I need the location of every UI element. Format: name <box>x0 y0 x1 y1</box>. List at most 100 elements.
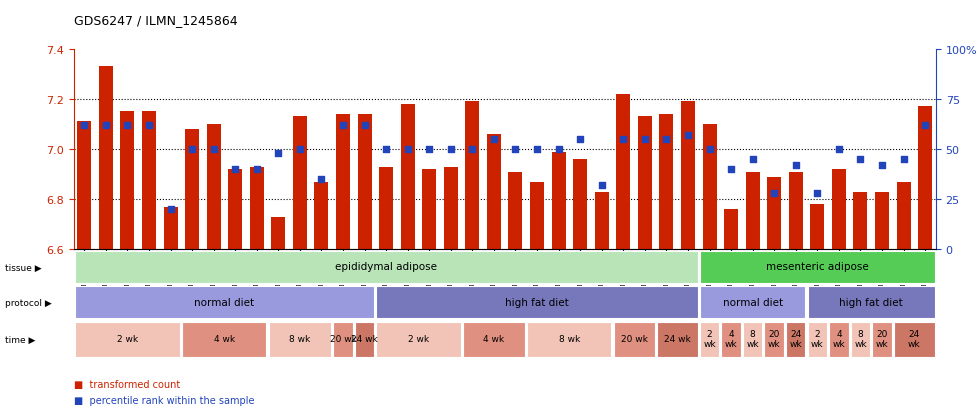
Bar <box>422 170 436 250</box>
Point <box>98 122 114 129</box>
Text: ■  transformed count: ■ transformed count <box>74 379 179 389</box>
Point <box>400 147 416 153</box>
Text: 2
wk: 2 wk <box>811 329 823 349</box>
Text: mesenteric adipose: mesenteric adipose <box>766 262 868 272</box>
Bar <box>875 192 889 250</box>
Bar <box>872 322 892 357</box>
Bar <box>509 172 522 250</box>
Point <box>508 147 523 153</box>
Bar <box>613 322 655 357</box>
Bar <box>616 95 630 250</box>
Bar <box>182 322 267 357</box>
Bar <box>552 152 565 250</box>
Text: 4 wk: 4 wk <box>483 335 505 343</box>
Text: normal diet: normal diet <box>722 297 783 307</box>
Point <box>76 122 92 129</box>
Text: 20
wk: 20 wk <box>876 329 888 349</box>
Point <box>874 162 890 169</box>
Point <box>465 147 480 153</box>
Text: normal diet: normal diet <box>194 297 255 307</box>
Point <box>314 176 329 183</box>
Text: 24 wk: 24 wk <box>663 335 691 343</box>
Text: 20
wk: 20 wk <box>768 329 780 349</box>
Point <box>809 190 825 197</box>
Bar <box>700 287 806 318</box>
Text: GDS6247 / ILMN_1245864: GDS6247 / ILMN_1245864 <box>74 14 237 27</box>
Text: ■  percentile rank within the sample: ■ percentile rank within the sample <box>74 395 254 405</box>
Point <box>853 157 868 163</box>
Point <box>659 136 674 143</box>
Bar <box>786 322 806 357</box>
Text: 24 wk: 24 wk <box>351 335 378 343</box>
Bar <box>764 322 784 357</box>
Text: 24
wk: 24 wk <box>908 329 920 349</box>
Bar <box>527 322 612 357</box>
Bar <box>897 182 910 250</box>
Point <box>745 157 760 163</box>
Point <box>702 147 717 153</box>
Bar <box>808 287 935 318</box>
Bar <box>401 104 415 250</box>
Bar <box>444 167 458 250</box>
Text: 8 wk: 8 wk <box>559 335 580 343</box>
Point <box>551 147 566 153</box>
Point <box>163 206 178 213</box>
Text: 4
wk: 4 wk <box>833 329 845 349</box>
Bar <box>269 322 331 357</box>
Text: 4 wk: 4 wk <box>214 335 235 343</box>
Bar <box>99 67 113 250</box>
Bar <box>724 210 738 250</box>
Bar <box>487 135 501 250</box>
Text: 8
wk: 8 wk <box>855 329 866 349</box>
Text: 20 wk: 20 wk <box>329 335 357 343</box>
Bar <box>573 160 587 250</box>
Bar <box>808 322 827 357</box>
Bar <box>293 117 307 250</box>
Point <box>292 147 308 153</box>
Point <box>227 166 243 173</box>
Bar <box>854 192 867 250</box>
Point <box>120 122 135 129</box>
Bar <box>810 205 824 250</box>
Bar <box>74 287 374 318</box>
Bar <box>721 322 741 357</box>
Bar <box>530 182 544 250</box>
Text: tissue ▶: tissue ▶ <box>5 263 41 272</box>
Bar <box>700 322 719 357</box>
Bar <box>228 170 242 250</box>
Point <box>917 122 933 129</box>
Bar <box>74 322 180 357</box>
Point <box>357 122 372 129</box>
Bar <box>164 207 177 250</box>
Text: 2
wk: 2 wk <box>704 329 715 349</box>
Point <box>335 122 351 129</box>
Point <box>572 136 588 143</box>
Point <box>831 147 847 153</box>
Text: time ▶: time ▶ <box>5 335 35 344</box>
Text: 20 wk: 20 wk <box>620 335 648 343</box>
Point <box>766 190 782 197</box>
Bar <box>336 115 350 250</box>
Text: 2 wk: 2 wk <box>117 335 138 343</box>
Bar <box>746 172 760 250</box>
Point <box>270 150 286 157</box>
Point <box>141 122 157 129</box>
Bar <box>703 125 716 250</box>
Bar <box>185 130 199 250</box>
Point <box>378 147 394 153</box>
Bar <box>376 287 698 318</box>
Point <box>421 147 437 153</box>
Text: protocol ▶: protocol ▶ <box>5 298 52 307</box>
Text: 8 wk: 8 wk <box>289 335 311 343</box>
Point <box>594 183 610 189</box>
Bar <box>358 115 371 250</box>
Text: 4
wk: 4 wk <box>725 329 737 349</box>
Bar <box>121 112 134 250</box>
Point <box>249 166 265 173</box>
Bar <box>851 322 870 357</box>
Bar <box>767 177 781 250</box>
Bar <box>315 182 328 250</box>
Point <box>615 136 631 143</box>
Point <box>486 136 502 143</box>
Bar <box>657 322 698 357</box>
